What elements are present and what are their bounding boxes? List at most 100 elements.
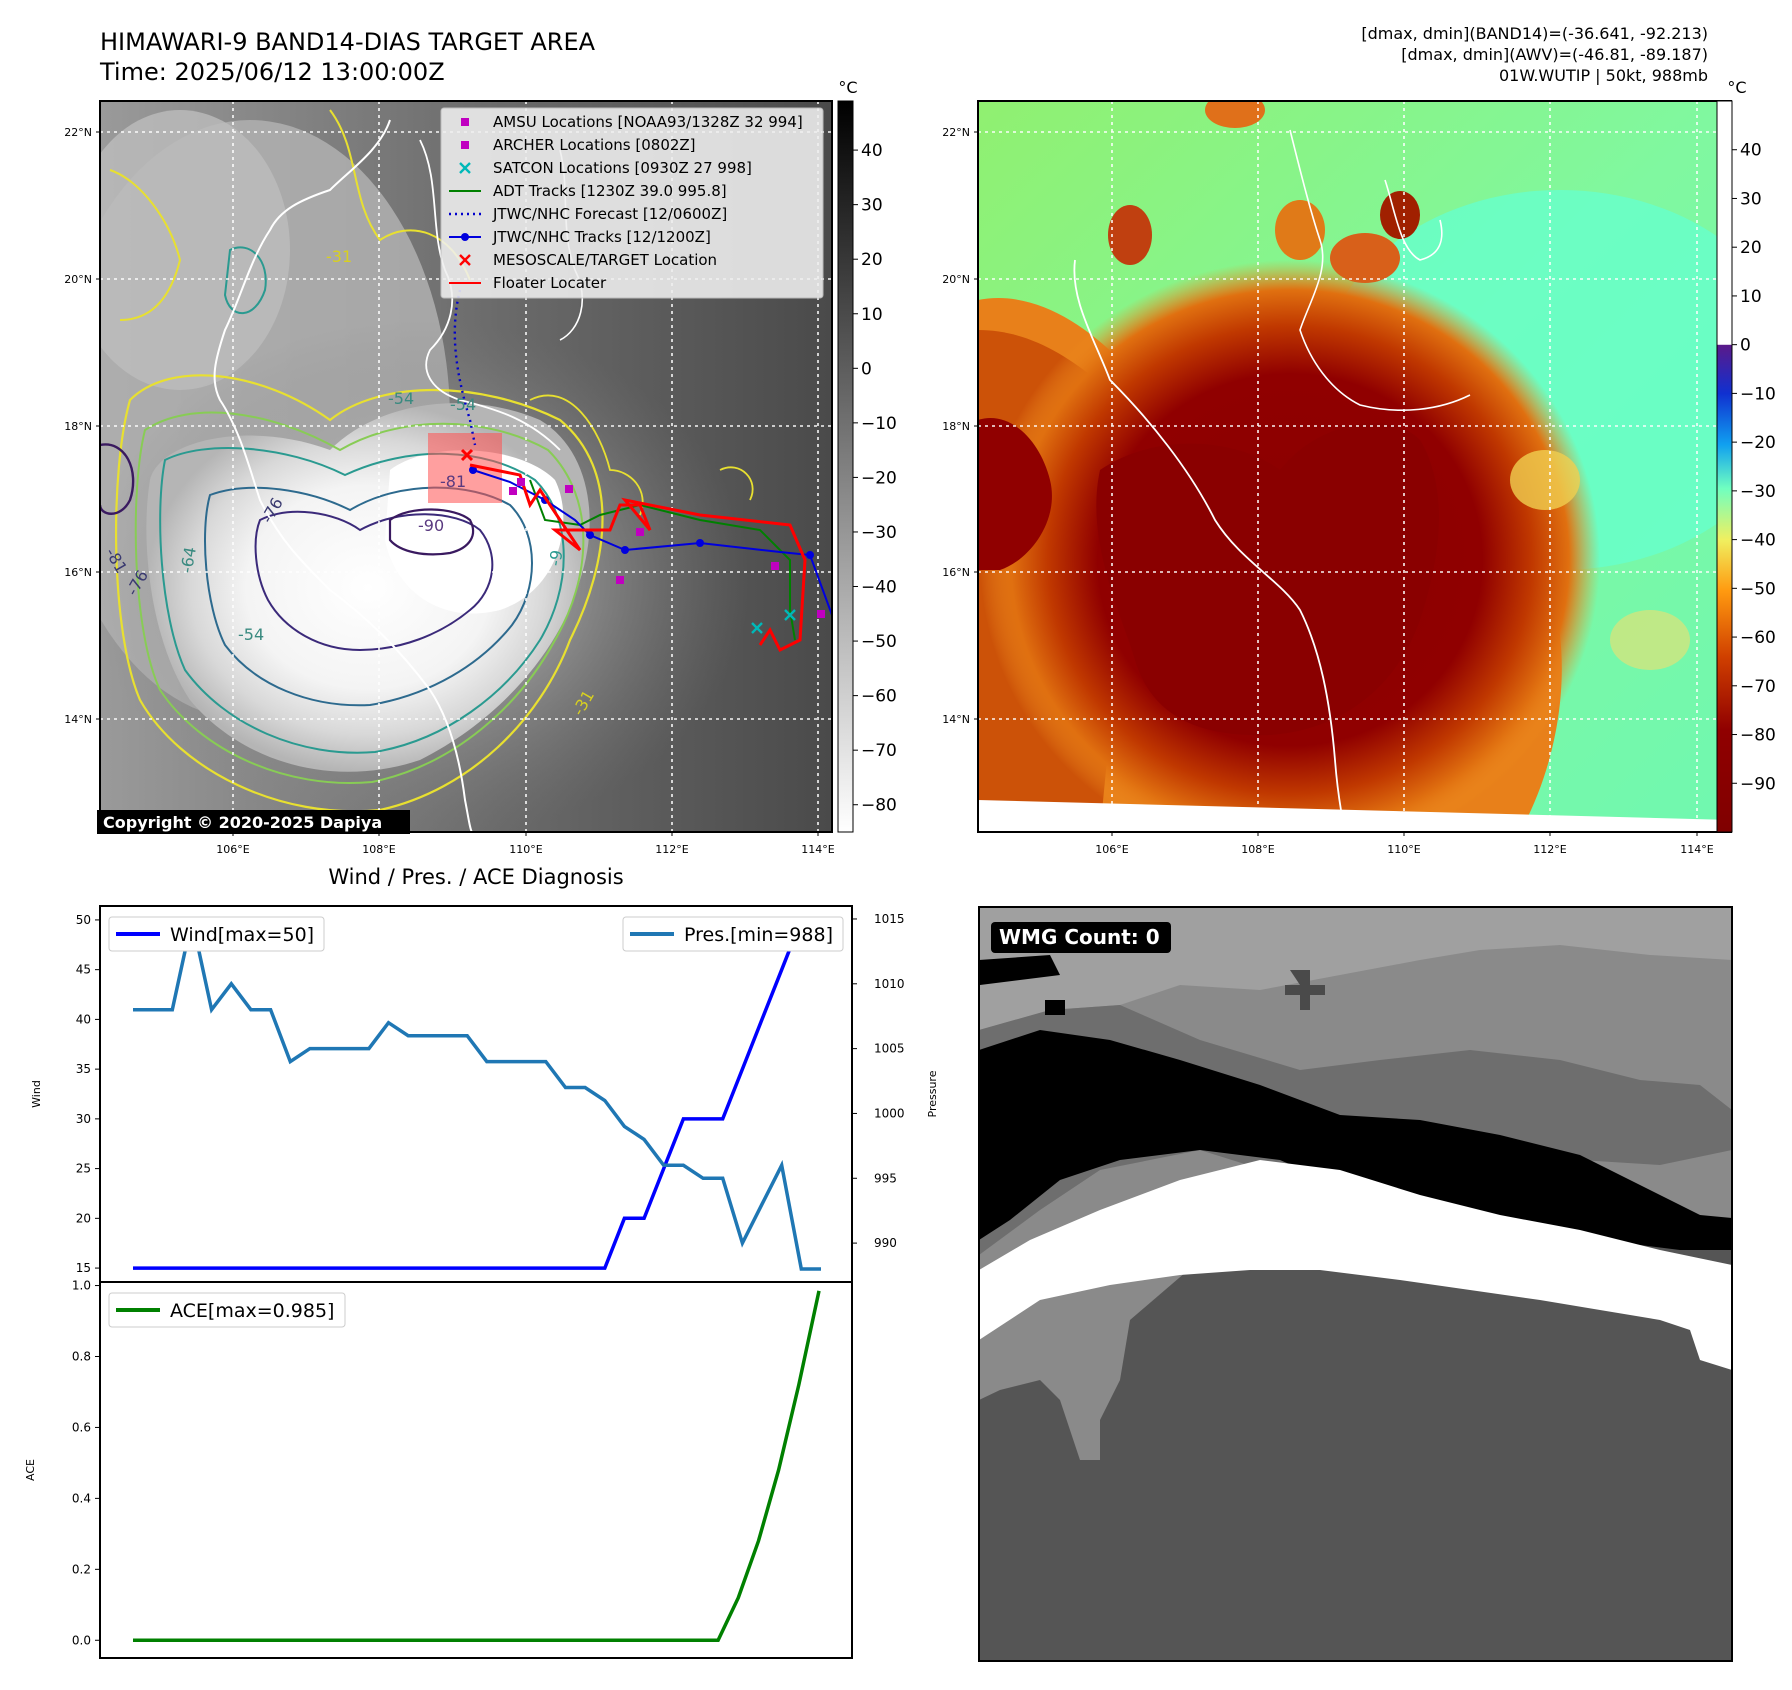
legend-entry: Floater Locater bbox=[449, 274, 607, 292]
lon-tick-label: 114°E bbox=[1680, 843, 1713, 856]
ace-axis-label: ACE bbox=[24, 1459, 37, 1481]
pressure-axis-label: Pressure bbox=[926, 1070, 939, 1117]
colorbar-tick-label: −20 bbox=[1740, 433, 1776, 453]
legend-marker-square bbox=[461, 141, 469, 149]
colorbar-tick-label: −30 bbox=[861, 523, 897, 543]
wind-tick-label: 25 bbox=[76, 1162, 91, 1176]
colorbar-tick-label: −70 bbox=[861, 741, 897, 761]
pressure-tick-label: 995 bbox=[874, 1171, 897, 1185]
pressure-series-line bbox=[133, 918, 821, 1271]
lon-tick-label: 112°E bbox=[655, 843, 688, 856]
info-storm: 01W.WUTIP | 50kt, 988mb bbox=[1499, 66, 1708, 85]
wind-axis-label: Wind bbox=[30, 1080, 43, 1108]
wind-tick-label: 35 bbox=[76, 1062, 91, 1076]
legend-label: ADT Tracks [1230Z 39.0 995.8] bbox=[493, 182, 727, 200]
ace-plot-area bbox=[99, 1281, 853, 1659]
pressure-tick-label: 1000 bbox=[874, 1106, 905, 1120]
legend-entry: ADT Tracks [1230Z 39.0 995.8] bbox=[449, 182, 727, 200]
lat-tick-label: 14°N bbox=[942, 713, 970, 726]
wmg-panel: WMG Count: 0 bbox=[978, 906, 1733, 1662]
lat-tick-label: 22°N bbox=[64, 126, 92, 139]
legend-entry: JTWC/NHC Tracks [12/1200Z] bbox=[449, 228, 711, 246]
legend-label: JTWC/NHC Tracks [12/1200Z] bbox=[492, 228, 711, 246]
lon-tick-label: 110°E bbox=[1387, 843, 1420, 856]
lat-tick-label: 22°N bbox=[942, 126, 970, 139]
contour-label: -31 bbox=[326, 247, 352, 266]
awv-map: 22°N 20°N 18°N 16°N 14°N 106°E 108°E 110°E 112°E… bbox=[942, 100, 1732, 856]
ace-tick-label: 0.2 bbox=[72, 1562, 91, 1576]
colorbar-tick-label: −40 bbox=[861, 578, 897, 598]
contour-label: -54 bbox=[238, 625, 264, 644]
diagnosis-panel: Wind / Pres. / ACE Diagnosis 15 20 25 30 35 4… bbox=[24, 865, 939, 1659]
diagnosis-title: Wind / Pres. / ACE Diagnosis bbox=[328, 865, 623, 889]
ace-tick-label: 0.8 bbox=[72, 1349, 91, 1363]
lat-tick-label: 16°N bbox=[64, 566, 92, 579]
colorbar-tick-label: −30 bbox=[1740, 482, 1776, 502]
ace-tick-label: 1.0 bbox=[72, 1279, 91, 1293]
contour-label: -9 bbox=[545, 548, 566, 567]
colorbar-tick-label: −10 bbox=[861, 414, 897, 434]
colorbar-tick-label: 0 bbox=[1740, 336, 1751, 356]
contour-label: -54 bbox=[450, 395, 476, 414]
colorbar-tick-label: −80 bbox=[861, 796, 897, 816]
lat-tick-label: 20°N bbox=[64, 273, 92, 286]
legend-label: ARCHER Locations [0802Z] bbox=[493, 136, 696, 154]
legend-marker-dot bbox=[461, 233, 469, 241]
colorbar-tick-label: −60 bbox=[1740, 628, 1776, 648]
colorbar-tick-label: 20 bbox=[1740, 238, 1762, 258]
lon-tick-label: 108°E bbox=[362, 843, 395, 856]
colorbar-tick-label: 10 bbox=[1740, 287, 1762, 307]
colorbar-tick-label: −20 bbox=[861, 468, 897, 488]
lon-tick-label: 112°E bbox=[1533, 843, 1566, 856]
colorbar-tick-label: −80 bbox=[1740, 726, 1776, 746]
legend-entry: AMSU Locations [NOAA93/1328Z 32 994] bbox=[461, 113, 803, 131]
ace-tick-label: 0.4 bbox=[72, 1491, 91, 1505]
copyright-label: Copyright © 2020-2025 Dapiya bbox=[103, 813, 382, 832]
lat-tick-label: 16°N bbox=[942, 566, 970, 579]
ace-legend: ACE[max=0.985] bbox=[108, 1292, 346, 1328]
pressure-legend-label: Pres.[min=988] bbox=[684, 924, 833, 946]
colorbar-tick-label: −40 bbox=[1740, 531, 1776, 551]
contour-label: -90 bbox=[418, 516, 444, 535]
ace-legend-label: ACE[max=0.985] bbox=[170, 1300, 334, 1322]
lat-tick-label: 18°N bbox=[942, 420, 970, 433]
wind-tick-label: 15 bbox=[76, 1261, 91, 1275]
wind-legend: Wind[max=50] bbox=[108, 916, 325, 952]
lat-tick-label: 20°N bbox=[942, 273, 970, 286]
wind-tick-label: 20 bbox=[76, 1211, 91, 1225]
wind-tick-label: 40 bbox=[76, 1012, 91, 1026]
contour-label: -81 bbox=[440, 472, 466, 491]
pressure-tick-label: 1005 bbox=[874, 1042, 905, 1056]
colorbar-tick-label: 10 bbox=[861, 305, 883, 325]
lat-tick-label: 18°N bbox=[64, 420, 92, 433]
color-colorbar: °C 40 30 20 10 0 −10 −20 −30 −40 −50 −60 −70 −80 −90 bbox=[1716, 78, 1776, 833]
ir-map: -31 -54 -54 -81 -90 -76 -81 -76 -64 -54 … bbox=[64, 100, 835, 856]
figure-time: Time: 2025/06/12 13:00:00Z bbox=[99, 58, 445, 86]
legend-marker-x bbox=[459, 254, 471, 266]
colorbar-tick-label: −50 bbox=[1740, 579, 1776, 599]
colorbar-tick-label: 30 bbox=[861, 196, 883, 216]
wind-legend-label: Wind[max=50] bbox=[170, 924, 314, 946]
lon-tick-label: 106°E bbox=[216, 843, 249, 856]
colorbar-tick-label: −50 bbox=[861, 632, 897, 652]
colorbar-tick-label: −90 bbox=[1740, 774, 1776, 794]
lon-tick-label: 114°E bbox=[801, 843, 834, 856]
lon-tick-label: 110°E bbox=[509, 843, 542, 856]
ace-series-line bbox=[133, 1290, 821, 1643]
wind-tick-label: 45 bbox=[76, 963, 91, 977]
legend-entry: JTWC/NHC Forecast [12/0600Z] bbox=[449, 205, 727, 223]
wind-pres-plot-area bbox=[99, 905, 853, 1283]
wind-tick-label: 50 bbox=[76, 913, 91, 927]
gray-colorbar-unit: °C bbox=[838, 78, 857, 97]
wind-tick-label: 30 bbox=[76, 1112, 91, 1126]
legend-entry: ARCHER Locations [0802Z] bbox=[461, 136, 696, 154]
pressure-tick-label: 1015 bbox=[874, 912, 905, 926]
legend-entry: SATCON Locations [0930Z 27 998] bbox=[459, 159, 752, 177]
lat-tick-label: 14°N bbox=[64, 713, 92, 726]
legend-marker-x bbox=[459, 162, 471, 174]
pressure-tick-label: 1010 bbox=[874, 977, 905, 991]
colorbar-tick-label: 20 bbox=[861, 250, 883, 270]
figure-title: HIMAWARI-9 BAND14-DIAS TARGET AREA bbox=[100, 28, 596, 56]
info-band14: [dmax, dmin](BAND14)=(-36.641, -92.213) bbox=[1361, 24, 1708, 43]
colorbar-tick-label: 30 bbox=[1740, 189, 1762, 209]
